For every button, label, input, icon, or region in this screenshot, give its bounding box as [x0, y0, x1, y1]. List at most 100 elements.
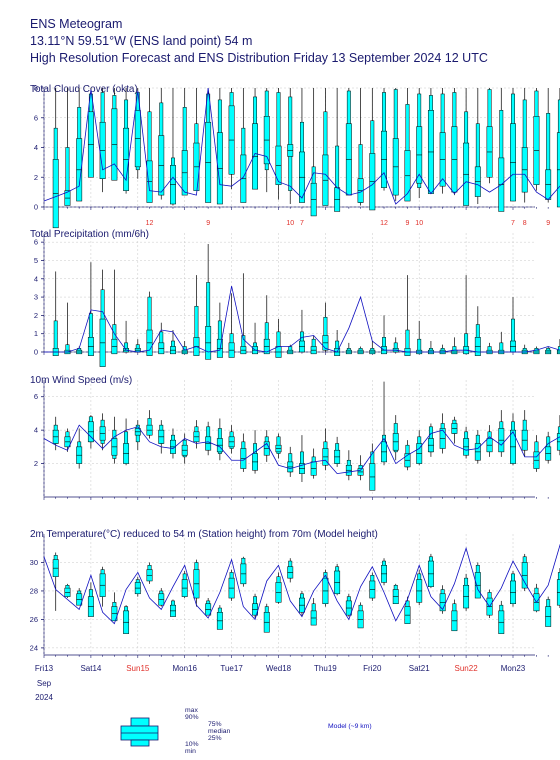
ens-box: [381, 315, 387, 355]
day-label: Fri20: [363, 664, 382, 673]
ens-box: [64, 428, 71, 452]
ens-box: [216, 418, 223, 461]
ens-box: [299, 88, 305, 203]
panel-1: Total Cloud Cover (okta) 0 2 4 6 8: [30, 84, 560, 229]
ens-box: [123, 418, 130, 466]
y-tick-label: 3: [34, 293, 38, 302]
ens-box: [404, 596, 411, 624]
ens-box: [193, 420, 200, 449]
panel-4: 2m Temperature(°C) reduced to 54 m (Stat…: [30, 529, 560, 658]
ens-box: [99, 269, 106, 367]
ens-box: [228, 293, 235, 358]
chart-legend: max 90% 75% median 25% 10% min Model (~9…: [120, 707, 372, 755]
ens-box: [240, 556, 247, 587]
ens-box: [521, 88, 528, 203]
ens-box: [474, 430, 481, 464]
ens-box: [158, 588, 165, 607]
ens-box: [64, 583, 71, 599]
ens-box: [451, 337, 458, 355]
ens-box: [381, 558, 387, 586]
ens-box: [463, 88, 470, 206]
y-tick-label: 4: [34, 143, 38, 152]
ens-box: [345, 342, 352, 355]
ens-box: [205, 598, 212, 616]
ens-box: [521, 553, 528, 591]
ens-box: [392, 415, 399, 461]
ens-box: [416, 320, 423, 355]
over-range-value: 7: [300, 220, 304, 227]
meteogram-title: ENS Meteogram: [30, 17, 123, 31]
ens-box: [205, 88, 212, 203]
legend-p10-label: 10%: [185, 741, 199, 748]
ens-box: [510, 413, 516, 466]
ens-box: [463, 573, 470, 611]
ens-box: [322, 428, 329, 471]
panel-title: 10m Wind Speed (m/s): [30, 375, 132, 386]
ens-box: [263, 430, 270, 462]
ens-box: [170, 428, 176, 459]
y-tick-label: 30: [30, 558, 38, 567]
ens-box: [87, 582, 94, 617]
y-tick-label: 0: [34, 348, 38, 357]
ens-box: [134, 576, 141, 597]
panel-title: Total Precipitation (mm/6h): [30, 229, 149, 240]
day-label: Sun22: [455, 664, 479, 673]
ens-box: [439, 344, 446, 355]
legend-min-label: min: [185, 748, 196, 755]
ens-box: [404, 88, 411, 202]
over-range-value: 8: [523, 220, 527, 227]
legend-model-label: Model (~9 km): [328, 723, 372, 730]
month-label: Sep: [37, 679, 52, 688]
ens-box: [427, 553, 434, 589]
ens-box: [474, 88, 481, 205]
ens-box: [52, 271, 59, 356]
ens-box: [521, 410, 528, 457]
day-label: Sat21: [409, 664, 430, 673]
ens-box: [87, 415, 94, 449]
ens-box: [252, 88, 259, 190]
ens-box: [416, 88, 423, 199]
day-label: Thu19: [314, 664, 337, 673]
ens-box: [310, 598, 317, 626]
ens-box: [510, 297, 516, 353]
over-range-value: 12: [380, 220, 388, 227]
ens-box: [87, 262, 94, 356]
y-tick-label: 24: [30, 643, 38, 652]
ens-box: [392, 583, 399, 605]
ens-box: [228, 425, 235, 454]
legend-p90-label: 90%: [185, 714, 199, 721]
ens-box: [322, 88, 329, 206]
ens-box: [87, 88, 94, 178]
ens-box: [146, 410, 153, 439]
ens-box: [52, 552, 59, 611]
ens-box: [545, 596, 552, 627]
year-label: 2024: [35, 693, 53, 702]
ens-box: [287, 446, 294, 477]
ens-box: [263, 295, 270, 355]
over-range-value: 10: [286, 220, 294, 227]
day-label: Mon23: [501, 664, 526, 673]
ens-box: [216, 605, 223, 630]
ens-box: [287, 558, 294, 583]
y-tick-label: 4: [34, 426, 38, 435]
ens-box: [381, 88, 387, 191]
ens-box: [64, 302, 71, 355]
ens-box: [486, 88, 493, 184]
ens-box: [310, 335, 317, 355]
ens-box: [369, 88, 376, 211]
ens-box: [158, 420, 165, 454]
ens-box: [193, 559, 200, 607]
hres-line: [43, 87, 560, 205]
ens-box: [228, 569, 235, 601]
ens-box: [216, 88, 223, 205]
ens-box: [99, 566, 106, 607]
ens-box: [287, 88, 294, 205]
ens-box: [427, 423, 434, 457]
day-label: Wed18: [266, 664, 292, 673]
ens-box: [181, 571, 188, 599]
legend-p25-label: 25%: [208, 735, 222, 742]
ens-box: [533, 88, 540, 191]
over-range-value: 12: [146, 220, 154, 227]
